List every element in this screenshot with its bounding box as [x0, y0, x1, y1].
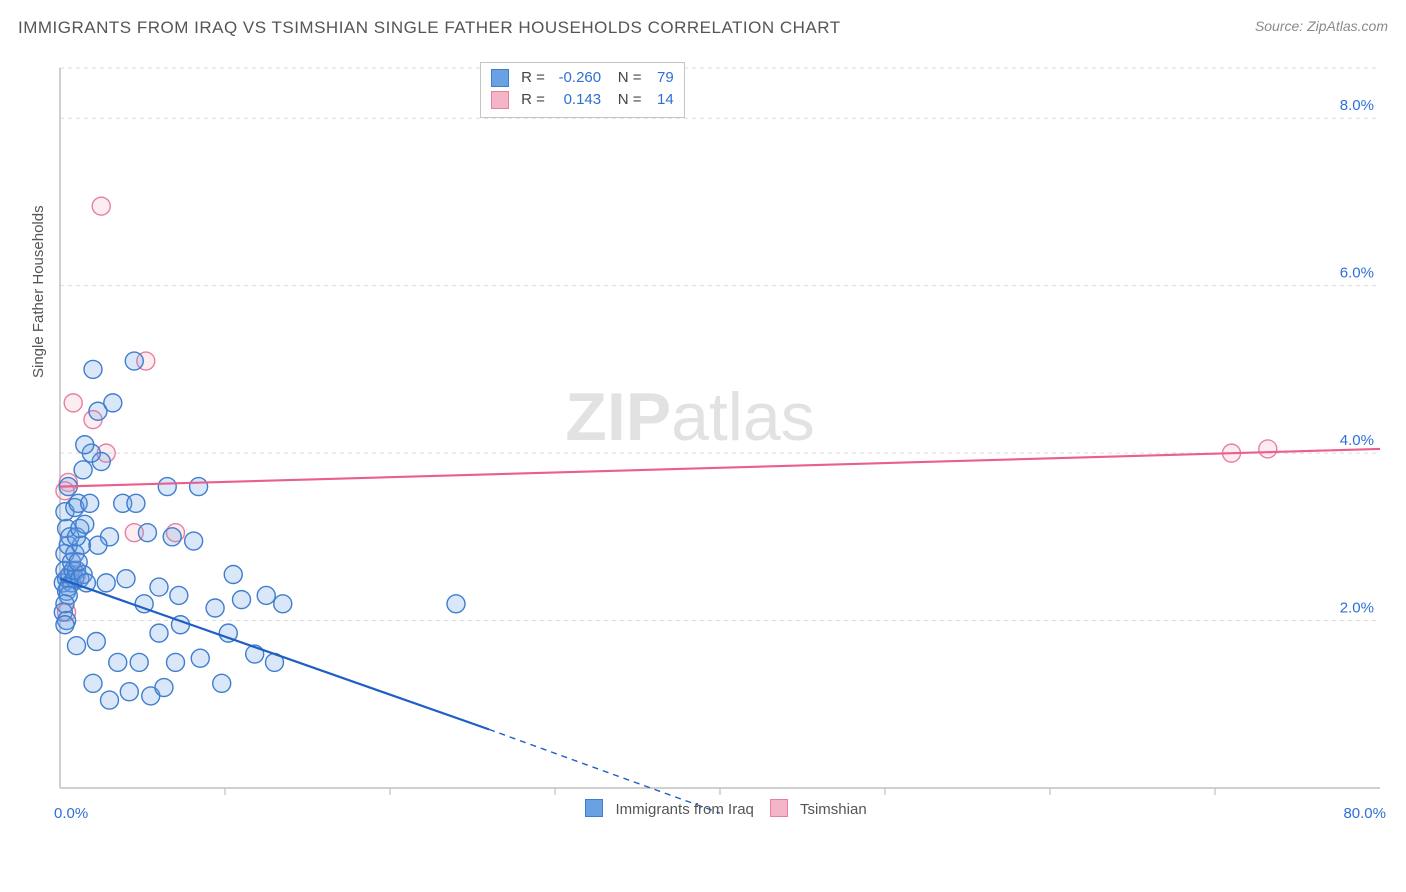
svg-text:8.0%: 8.0% — [1340, 97, 1374, 114]
stats-row-iraq: R = -0.260 N = 79 — [491, 67, 674, 89]
scatter-plot: 2.0% 4.0% 6.0% 8.0% ZIPatlas — [50, 58, 1390, 818]
source-attribution: Source: ZipAtlas.com — [1255, 18, 1388, 34]
chart-container: Single Father Households 2.0%4.0%6.0%8.0… — [50, 58, 1390, 818]
y-axis-label: Single Father Households — [30, 205, 47, 378]
title-bar: IMMIGRANTS FROM IRAQ VS TSIMSHIAN SINGLE… — [18, 18, 1388, 46]
n-value-iraq: 79 — [646, 67, 674, 89]
n-value-tsimshian: 14 — [646, 89, 674, 111]
legend-swatch-tsimshian — [770, 799, 788, 817]
swatch-tsimshian — [491, 91, 509, 109]
svg-text:4.0%: 4.0% — [1340, 432, 1374, 449]
svg-text:6.0%: 6.0% — [1340, 265, 1374, 282]
swatch-iraq — [491, 69, 509, 87]
stats-legend: R = -0.260 N = 79 R = 0.143 N = 14 — [480, 62, 685, 118]
r-value-iraq: -0.260 — [549, 67, 601, 89]
legend-label-iraq: Immigrants from Iraq — [616, 801, 754, 818]
r-value-tsimshian: 0.143 — [549, 89, 601, 111]
chart-title: IMMIGRANTS FROM IRAQ VS TSIMSHIAN SINGLE… — [18, 18, 841, 38]
stats-row-tsimshian: R = 0.143 N = 14 — [491, 89, 674, 111]
legend-swatch-iraq — [585, 799, 603, 817]
legend-label-tsimshian: Tsimshian — [800, 801, 867, 818]
series-legend: Immigrants from Iraq Tsimshian — [50, 799, 1390, 818]
svg-text:ZIPatlas: ZIPatlas — [565, 379, 814, 455]
svg-text:2.0%: 2.0% — [1340, 600, 1374, 617]
